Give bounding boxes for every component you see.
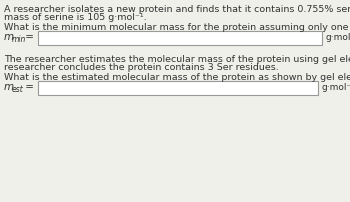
Text: The researcher estimates the molecular mass of the protein using gel electrophor: The researcher estimates the molecular m…	[4, 55, 350, 64]
Text: g·mol⁻¹: g·mol⁻¹	[326, 34, 350, 42]
Text: What is the estimated molecular mass of the protein as shown by gel electrophore: What is the estimated molecular mass of …	[4, 73, 350, 82]
Text: min: min	[12, 36, 26, 44]
Text: m: m	[4, 82, 14, 92]
FancyBboxPatch shape	[38, 81, 318, 95]
FancyBboxPatch shape	[38, 31, 322, 45]
Text: researcher concludes the protein contains 3 Ser residues.: researcher concludes the protein contain…	[4, 63, 279, 72]
Text: g·mol⁻¹: g·mol⁻¹	[322, 83, 350, 93]
Text: =: =	[22, 32, 34, 42]
Text: =: =	[22, 82, 34, 92]
Text: A researcher isolates a new protein and finds that it contains 0.755% serine by : A researcher isolates a new protein and …	[4, 5, 350, 14]
Text: mass of serine is 105 g·mol⁻¹.: mass of serine is 105 g·mol⁻¹.	[4, 13, 147, 22]
Text: est: est	[12, 85, 24, 95]
Text: What is the minimum molecular mass for the protein assuming only one Ser residue: What is the minimum molecular mass for t…	[4, 23, 350, 32]
Text: m: m	[4, 32, 14, 42]
